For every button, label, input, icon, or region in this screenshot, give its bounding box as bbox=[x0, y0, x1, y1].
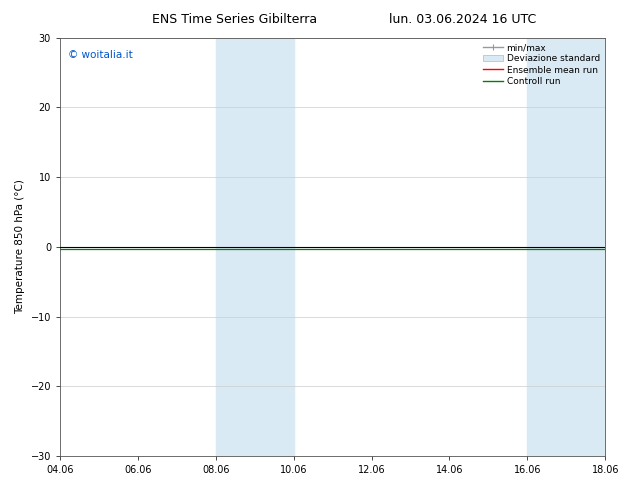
Text: © woitalia.it: © woitalia.it bbox=[68, 50, 133, 60]
Text: lun. 03.06.2024 16 UTC: lun. 03.06.2024 16 UTC bbox=[389, 13, 536, 26]
Legend: min/max, Deviazione standard, Ensemble mean run, Controll run: min/max, Deviazione standard, Ensemble m… bbox=[479, 39, 604, 89]
Text: ENS Time Series Gibilterra: ENS Time Series Gibilterra bbox=[152, 13, 317, 26]
Bar bbox=[216, 38, 294, 456]
Bar bbox=[527, 38, 605, 456]
Y-axis label: Temperature 850 hPa (°C): Temperature 850 hPa (°C) bbox=[15, 179, 25, 314]
